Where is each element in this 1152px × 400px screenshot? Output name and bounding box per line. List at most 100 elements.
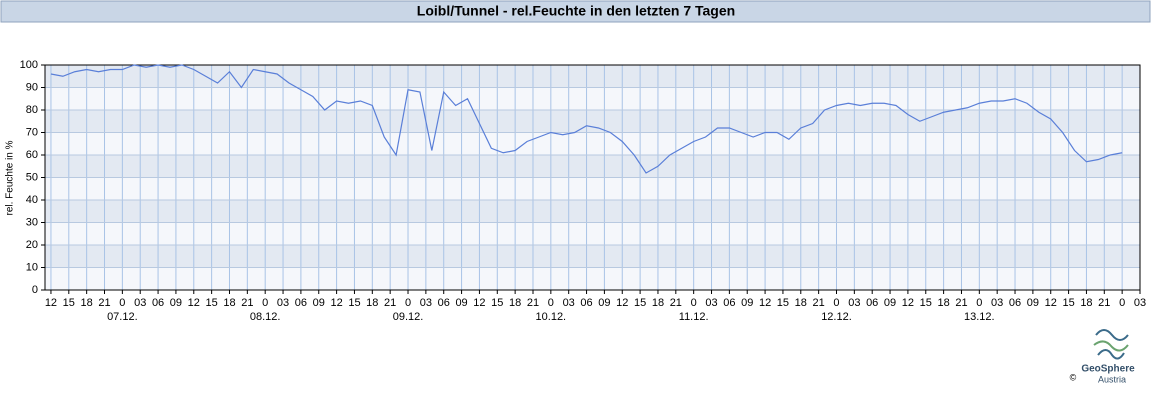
x-tick-label: 06	[723, 297, 735, 309]
x-tick-label: 06	[152, 297, 164, 309]
x-tick-label: 09	[455, 297, 467, 309]
x-tick-label: 03	[563, 297, 575, 309]
y-tick-label: 30	[26, 216, 38, 228]
grid-band	[45, 155, 1140, 178]
x-tick-label: 0	[119, 297, 125, 309]
x-tick-label: 09	[313, 297, 325, 309]
x-tick-label: 18	[509, 297, 521, 309]
title-bar	[0, 0, 1151, 23]
chart-title: Loibl/Tunnel - rel.Feuchte in den letzte…	[417, 3, 735, 19]
x-tick-label: 18	[652, 297, 664, 309]
x-tick-label: 18	[1080, 297, 1092, 309]
y-tick-label: 100	[20, 59, 38, 71]
grid-band	[45, 65, 1140, 88]
grid-band	[45, 132, 1140, 155]
x-tick-label: 12	[188, 297, 200, 309]
x-tick-label: 21	[384, 297, 396, 309]
x-tick-label: 15	[777, 297, 789, 309]
x-tick-label: 0	[976, 297, 982, 309]
x-tick-label: 06	[295, 297, 307, 309]
x-tick-label: 06	[1009, 297, 1021, 309]
grid-band	[45, 245, 1140, 268]
x-tick-label: 12	[759, 297, 771, 309]
date-label: 12.12.	[821, 311, 852, 323]
logo-name: GeoSphere	[1081, 364, 1135, 375]
date-label: 11.12.	[679, 311, 709, 323]
date-label: 10.12.	[536, 311, 567, 323]
x-tick-label: 09	[1027, 297, 1039, 309]
x-tick-label: 21	[670, 297, 682, 309]
x-tick-label: 0	[405, 297, 411, 309]
x-tick-label: 03	[134, 297, 146, 309]
x-tick-label: 12	[473, 297, 485, 309]
x-tick-label: 15	[348, 297, 360, 309]
x-tick-label: 15	[920, 297, 932, 309]
x-tick-label: 03	[991, 297, 1003, 309]
x-tick-label: 21	[1098, 297, 1110, 309]
date-label: 13.12.	[964, 311, 995, 323]
x-tick-label: 03	[420, 297, 432, 309]
x-tick-label: 0	[1119, 297, 1125, 309]
x-tick-label: 21	[955, 297, 967, 309]
x-tick-label: 12	[902, 297, 914, 309]
x-tick-label: 06	[438, 297, 450, 309]
plot-frame	[44, 64, 1141, 291]
y-tick-label: 0	[32, 284, 38, 296]
x-tick-label: 0	[262, 297, 268, 309]
x-tick-label: 21	[98, 297, 110, 309]
data-line	[50, 64, 1123, 174]
y-tick-label: 40	[26, 194, 38, 206]
x-tick-label: 03	[705, 297, 717, 309]
x-tick-label: 12	[616, 297, 628, 309]
x-tick-label: 0	[691, 297, 697, 309]
grid-band	[45, 200, 1140, 223]
x-tick-label: 21	[813, 297, 825, 309]
y-tick-label: 90	[26, 81, 38, 93]
grid-band	[45, 110, 1140, 133]
y-tick-label: 20	[26, 239, 38, 251]
x-tick-label: 03	[848, 297, 860, 309]
x-tick-label: 18	[223, 297, 235, 309]
x-tick-label: 12	[330, 297, 342, 309]
grid-band	[45, 222, 1140, 245]
x-tick-label: 18	[937, 297, 949, 309]
date-label: 08.12.	[250, 311, 281, 323]
x-tick-label: 21	[241, 297, 253, 309]
x-tick-label: 0	[833, 297, 839, 309]
x-tick-label: 03	[1134, 297, 1146, 309]
x-tick-label: 18	[366, 297, 378, 309]
grid-band	[45, 177, 1140, 200]
date-label: 09.12.	[393, 311, 424, 323]
x-tick-label: 15	[634, 297, 646, 309]
x-tick-label: 0	[548, 297, 554, 309]
x-tick-label: 18	[795, 297, 807, 309]
x-tick-label: 12	[1045, 297, 1057, 309]
x-tick-label: 15	[491, 297, 503, 309]
date-label: 07.12.	[107, 311, 138, 323]
x-tick-label: 09	[884, 297, 896, 309]
x-tick-label: 09	[598, 297, 610, 309]
x-tick-label: 15	[1062, 297, 1074, 309]
y-tick-label: 10	[26, 261, 38, 273]
x-tick-label: 15	[206, 297, 218, 309]
x-tick-label: 06	[580, 297, 592, 309]
y-axis-label: rel. Feuchte in %	[5, 140, 16, 215]
logo-icon	[1093, 329, 1129, 360]
logo-sub: Austria	[1098, 374, 1126, 384]
x-tick-label: 06	[866, 297, 878, 309]
x-tick-label: 21	[527, 297, 539, 309]
grid-band	[45, 267, 1140, 290]
y-tick-label: 80	[26, 104, 38, 116]
x-tick-label: 03	[277, 297, 289, 309]
x-tick-label: 09	[741, 297, 753, 309]
y-tick-label: 60	[26, 149, 38, 161]
grid-band	[45, 87, 1140, 110]
x-tick-label: 15	[63, 297, 75, 309]
copyright: ©	[1070, 372, 1077, 382]
x-tick-label: 09	[170, 297, 182, 309]
y-tick-label: 50	[26, 171, 38, 183]
y-tick-label: 70	[26, 126, 38, 138]
x-tick-label: 12	[45, 297, 57, 309]
x-tick-label: 18	[81, 297, 93, 309]
